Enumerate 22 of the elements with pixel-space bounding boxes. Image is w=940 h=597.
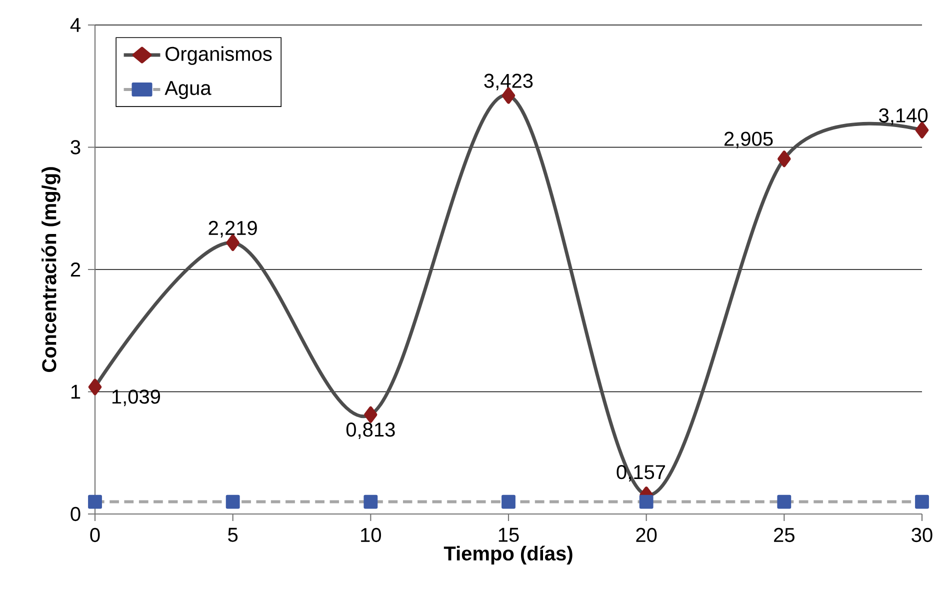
legend-label: Organismos xyxy=(166,46,272,65)
data-label: 2,219 xyxy=(208,220,257,238)
data-label: 3,423 xyxy=(484,74,533,90)
x-tick-label: 5 xyxy=(228,528,238,542)
data-label: 1,039 xyxy=(112,390,160,406)
y-tick-label: 3 xyxy=(70,140,80,154)
x-axis-title: Tiempo (días) xyxy=(444,546,572,564)
y-axis-title: Concentración (mg/g) xyxy=(41,167,60,372)
data-label: 2,905 xyxy=(724,132,773,148)
y-tick-label: 2 xyxy=(70,262,80,276)
x-tick-label: 30 xyxy=(912,528,932,542)
y-tick-label: 4 xyxy=(70,18,80,32)
legend-label: Agua xyxy=(164,81,212,100)
data-label: 3,140 xyxy=(879,108,928,125)
y-tick-label: 0 xyxy=(70,506,80,522)
x-tick-label: 15 xyxy=(498,528,519,542)
x-tick-label: 10 xyxy=(361,528,381,542)
y-tick-label: 1 xyxy=(71,384,80,399)
x-tick-label: 25 xyxy=(774,528,794,542)
x-tick-label: 0 xyxy=(90,528,100,542)
x-tick-label: 20 xyxy=(636,528,657,542)
data-label: 0,813 xyxy=(346,422,395,440)
